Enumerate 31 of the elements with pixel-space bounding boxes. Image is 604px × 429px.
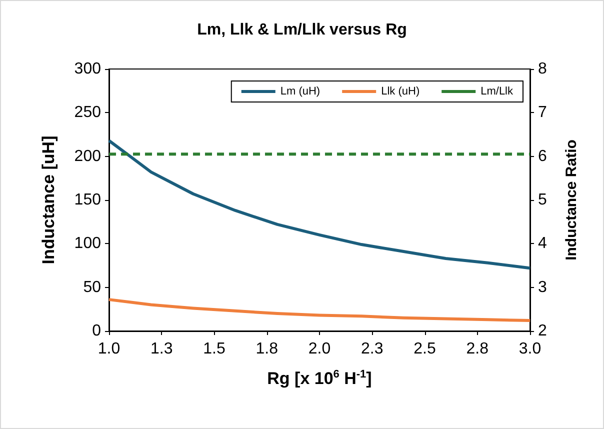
x-tick-label: 1.0 bbox=[98, 340, 120, 358]
legend-label: Llk (uH) bbox=[381, 86, 420, 98]
y-tick-label: 200 bbox=[74, 148, 102, 165]
x-tick-label: 2.3 bbox=[361, 340, 384, 358]
y-tick-label: 300 bbox=[74, 60, 102, 78]
x-tick-label: 1.8 bbox=[256, 340, 278, 358]
y2-tick-label: 8 bbox=[538, 60, 547, 78]
y-axis-title: Inductance [uH] bbox=[39, 136, 58, 264]
y-tick-label: 150 bbox=[74, 192, 102, 208]
legend-label: Lm/Llk bbox=[480, 86, 514, 98]
x-tick-label: 2.5 bbox=[414, 340, 436, 358]
y2-tick-label: 2 bbox=[538, 322, 547, 340]
x-tick-label: 2.0 bbox=[308, 340, 331, 358]
y2-tick-label: 7 bbox=[538, 104, 547, 122]
x-tick-label: 1.3 bbox=[150, 340, 173, 358]
line-series bbox=[108, 139, 532, 270]
x-tick-label: 3.0 bbox=[518, 340, 542, 358]
y2-tick-label: 3 bbox=[538, 278, 547, 296]
y-tick-label: 50 bbox=[83, 278, 102, 296]
y2-tick-label: 4 bbox=[538, 235, 547, 252]
y2-axis-title: Inductance Ratio bbox=[563, 140, 580, 260]
y-tick-label: 100 bbox=[74, 235, 102, 252]
x-tick-label: 2.8 bbox=[466, 340, 489, 358]
y2-tick-label: 6 bbox=[538, 148, 547, 165]
x-tick-label: 1.5 bbox=[203, 340, 226, 358]
y2-tick-label: 5 bbox=[538, 192, 547, 208]
legend-label: Lm (uH) bbox=[280, 86, 320, 98]
y-tick-label: 0 bbox=[92, 322, 102, 340]
chart-title: Lm, Llk & Lm/Llk versus Rg bbox=[197, 22, 407, 38]
y-tick-label: 250 bbox=[74, 104, 102, 122]
line-series bbox=[108, 298, 532, 322]
